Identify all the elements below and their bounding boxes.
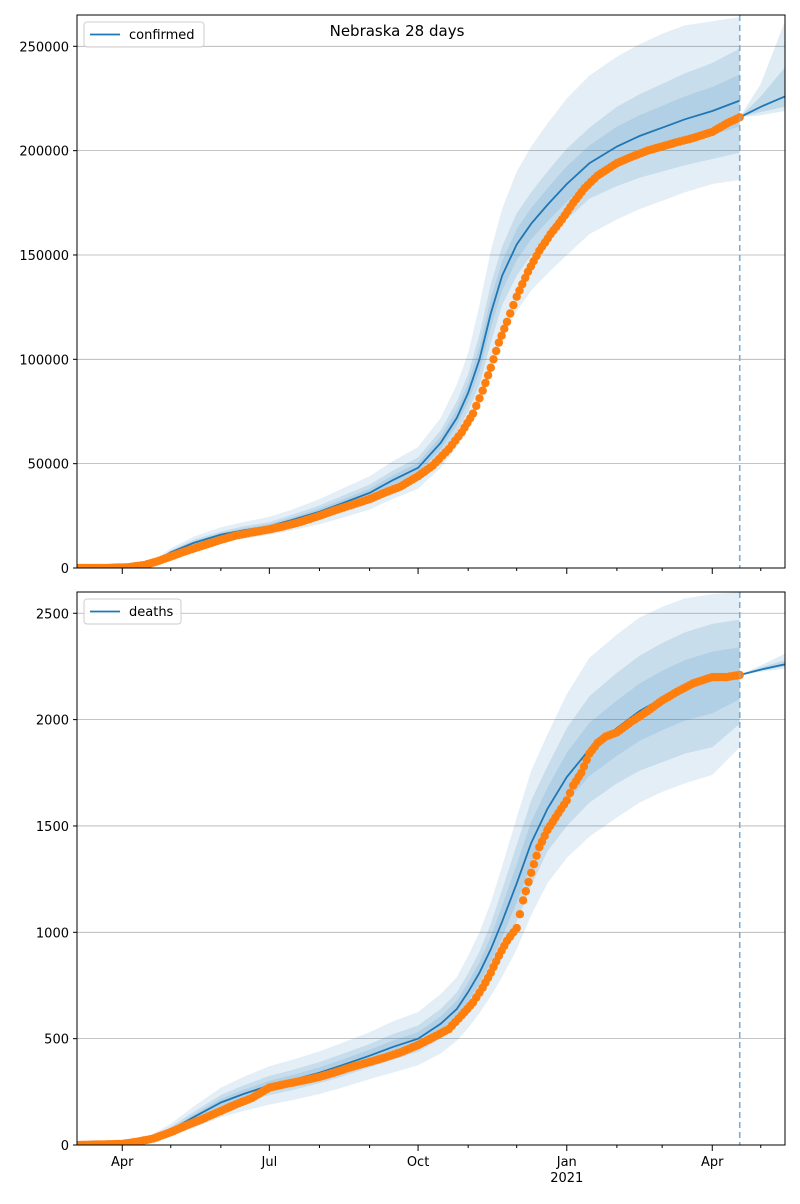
deaths-forecast-line <box>739 663 785 676</box>
deaths-observed-point <box>512 923 521 933</box>
deaths-ytick-label: 1500 <box>36 820 69 835</box>
xaxis-year-label: 2021 <box>550 1171 583 1186</box>
confirmed-observed-point <box>468 409 478 418</box>
confirmed-panel: 0 50000 100000 150000 200000 250000 confirmed <box>19 14 786 577</box>
confirmed-observed-point <box>489 355 498 364</box>
confirmed-observed-point <box>475 394 484 403</box>
deaths-ytick-label: 2500 <box>36 607 69 622</box>
confirmed-observed-point <box>483 371 493 380</box>
confirmed-outer-band <box>77 17 740 568</box>
confirmed-observed-point <box>500 324 509 333</box>
confirmed-forecast-line <box>739 95 785 119</box>
confirmed-legend-label: confirmed <box>129 28 195 43</box>
confirmed-observed-point <box>509 300 518 310</box>
confirmed-observed-point <box>502 317 512 326</box>
deaths-axes-frame <box>76 591 786 1146</box>
deaths-observed-point <box>521 887 530 896</box>
deaths-panel: 0 500 1000 1500 2000 2500 Apr Jul Oct Jan Apr 2021 d… <box>36 591 786 1186</box>
deaths-observed-point <box>579 762 589 771</box>
confirmed-ytick-label: 250000 <box>19 40 69 55</box>
deaths-forecast-outer-band <box>739 653 785 675</box>
deaths-observed-point <box>518 896 528 905</box>
confirmed-legend: confirmed <box>83 21 205 48</box>
deaths-legend-box <box>83 598 182 625</box>
deaths-observed-point <box>527 868 536 877</box>
confirmed-observed-point <box>518 280 527 289</box>
xtick-label: Apr <box>701 1155 724 1170</box>
confirmed-observed-point <box>472 401 481 411</box>
deaths-observed-point <box>515 910 525 919</box>
confirmed-observed-point <box>481 378 490 388</box>
deaths-observed-point <box>529 860 539 869</box>
confirmed-forecast-outer-band <box>739 21 785 118</box>
deaths-observed-point <box>532 851 541 860</box>
confirmed-axes-frame <box>76 14 786 569</box>
deaths-observed-point <box>562 796 571 805</box>
deaths-outer-band <box>77 592 740 1145</box>
confirmed-ytick-label: 0 <box>61 562 69 577</box>
deaths-observed-point <box>565 788 575 798</box>
deaths-ytick-label: 0 <box>61 1139 69 1154</box>
confirmed-ytick-label: 100000 <box>19 353 69 368</box>
deaths-observed-point <box>577 768 586 777</box>
confirmed-observed-point <box>494 338 504 347</box>
confirmed-observed-point <box>478 386 487 395</box>
confirmed-ytick-label: 150000 <box>19 249 69 264</box>
deaths-inner-band <box>77 619 740 1145</box>
deaths-ytick-label: 1000 <box>36 926 69 941</box>
xtick-label: Jan <box>556 1155 577 1170</box>
confirmed-observed-point <box>497 331 506 340</box>
confirmed-legend-box <box>83 21 205 48</box>
deaths-ytick-label: 500 <box>44 1033 69 1048</box>
confirmed-model-line <box>77 99 741 568</box>
confirmed-observed-point <box>515 286 524 295</box>
confirmed-central-band <box>77 74 740 568</box>
confirmed-forecast-inner-band <box>739 67 785 118</box>
xtick-label: Apr <box>111 1155 134 1170</box>
xtick-label: Jul <box>261 1155 278 1170</box>
deaths-legend: deaths <box>83 598 182 625</box>
confirmed-observed-point <box>486 363 495 372</box>
deaths-ytick-label: 2000 <box>36 714 69 729</box>
deaths-observed-point <box>582 755 591 765</box>
confirmed-ytick-label: 200000 <box>19 145 69 160</box>
confirmed-observed-point <box>492 346 501 356</box>
deaths-observed-point <box>524 877 533 887</box>
xtick-label: Oct <box>407 1155 429 1170</box>
figure-title: Nebraska 28 days <box>330 22 465 40</box>
deaths-legend-label: deaths <box>129 605 174 620</box>
confirmed-ytick-label: 50000 <box>28 458 69 473</box>
confirmed-observed-point <box>506 309 515 318</box>
deaths-central-band <box>77 647 740 1145</box>
